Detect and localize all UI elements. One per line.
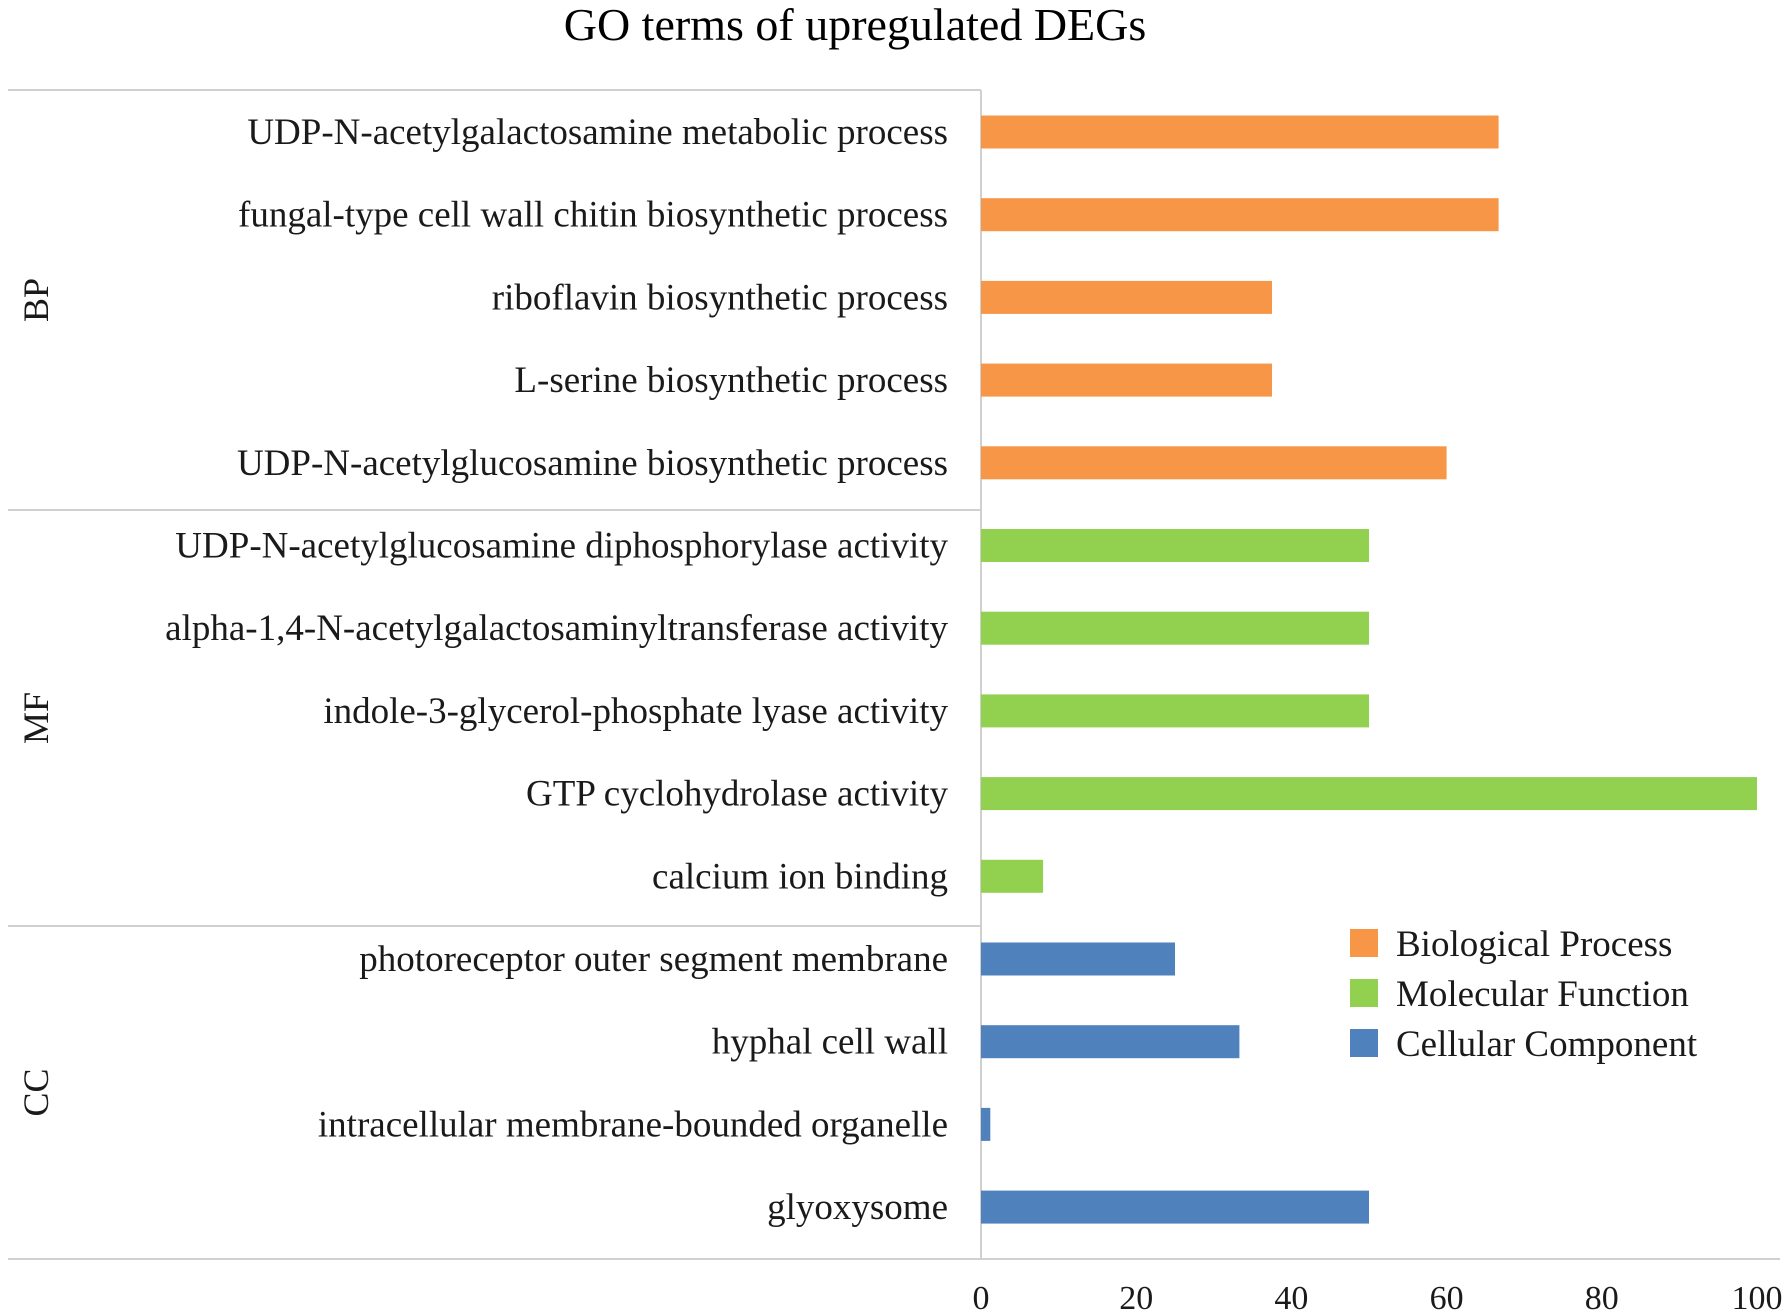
category-label: glyoxysome bbox=[767, 1187, 948, 1228]
group-label-cc: CC bbox=[16, 1068, 56, 1116]
legend-swatch-molecular-function bbox=[1350, 979, 1378, 1007]
bar-intracellular-membrane-bounded-organelle bbox=[981, 1107, 991, 1141]
category-label: hyphal cell wall bbox=[712, 1022, 948, 1063]
bar-calcium-ion-binding bbox=[981, 859, 1044, 893]
bar-glyoxysome bbox=[981, 1190, 1369, 1224]
legend-label-cellular-component: Cellular Component bbox=[1396, 1024, 1698, 1065]
legend-swatch-cellular-component bbox=[1350, 1029, 1378, 1057]
x-tick-label: 0 bbox=[973, 1280, 990, 1316]
x-tick-label: 100 bbox=[1732, 1280, 1783, 1316]
category-label: UDP-N-acetylglucosamine biosynthetic pro… bbox=[237, 443, 948, 484]
category-label: fungal-type cell wall chitin biosyntheti… bbox=[238, 195, 948, 236]
chart-frame bbox=[8, 89, 1780, 1260]
category-label: UDP-N-acetylgalactosamine metabolic proc… bbox=[247, 112, 948, 153]
legend: Biological Process Molecular Function Cell… bbox=[1350, 924, 1698, 1065]
bars-layer bbox=[981, 115, 1757, 1224]
bar-alpha-1-4-n-acetylgalactosaminyltransferase-activity bbox=[981, 611, 1369, 645]
x-tick-label: 80 bbox=[1585, 1280, 1619, 1316]
bar-l-serine-biosynthetic-process bbox=[981, 363, 1272, 397]
group-label-mf: MF bbox=[16, 692, 56, 744]
category-labels: UDP-N-acetylgalactosamine metabolic proc… bbox=[165, 112, 948, 1228]
bar-udp-n-acetylglucosamine-biosynthetic-process bbox=[981, 446, 1447, 480]
category-label: intracellular membrane-bounded organelle bbox=[318, 1104, 948, 1145]
category-label: calcium ion binding bbox=[652, 856, 948, 897]
category-label: photoreceptor outer segment membrane bbox=[359, 939, 948, 980]
x-tick-label: 20 bbox=[1119, 1280, 1153, 1316]
category-label: UDP-N-acetylglucosamine diphosphorylase … bbox=[175, 526, 948, 567]
category-label: riboflavin biosynthetic process bbox=[492, 277, 948, 318]
bar-udp-n-acetylglucosamine-diphosphorylase-activity bbox=[981, 529, 1369, 562]
bar-hyphal-cell-wall bbox=[981, 1025, 1240, 1059]
legend-label-biological-process: Biological Process bbox=[1396, 924, 1672, 965]
category-label: L-serine biosynthetic process bbox=[514, 360, 948, 401]
bar-indole-3-glycerol-phosphate-lyase-activity bbox=[981, 694, 1369, 728]
bar-photoreceptor-outer-segment-membrane bbox=[981, 942, 1175, 976]
legend-swatch-biological-process bbox=[1350, 929, 1378, 957]
group-label-bp: BP bbox=[16, 278, 56, 322]
category-label: alpha-1,4-N-acetylgalactosaminyltransfer… bbox=[165, 608, 948, 649]
bar-fungal-type-cell-wall-chitin-biosynthetic-process bbox=[981, 198, 1499, 232]
bar-riboflavin-biosynthetic-process bbox=[981, 280, 1272, 314]
chart-title: GO terms of upregulated DEGs bbox=[564, 0, 1147, 50]
legend-label-molecular-function: Molecular Function bbox=[1396, 974, 1689, 1015]
x-axis-ticks: 0 20 40 60 80 100 bbox=[973, 1280, 1783, 1316]
bar-udp-n-acetylgalactosamine-metabolic-process bbox=[981, 115, 1499, 149]
bar-gtp-cyclohydrolase-activity bbox=[981, 777, 1757, 811]
group-labels: BP MF CC bbox=[16, 278, 56, 1117]
x-tick-label: 40 bbox=[1274, 1280, 1308, 1316]
x-tick-label: 60 bbox=[1430, 1280, 1464, 1316]
category-label: indole-3-glycerol-phosphate lyase activi… bbox=[323, 691, 948, 732]
category-label: GTP cyclohydrolase activity bbox=[526, 774, 948, 815]
